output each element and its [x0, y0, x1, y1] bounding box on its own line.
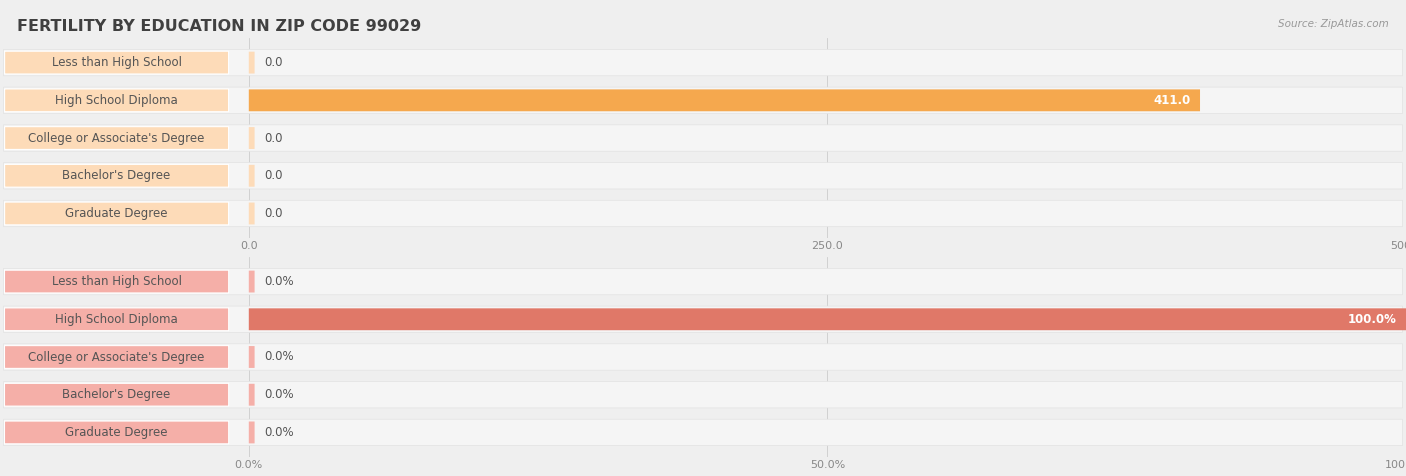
Text: College or Associate's Degree: College or Associate's Degree	[28, 131, 205, 145]
FancyBboxPatch shape	[3, 344, 1403, 370]
Text: Less than High School: Less than High School	[52, 275, 181, 288]
Text: College or Associate's Degree: College or Associate's Degree	[28, 350, 205, 364]
Text: FERTILITY BY EDUCATION IN ZIP CODE 99029: FERTILITY BY EDUCATION IN ZIP CODE 99029	[17, 19, 422, 34]
FancyBboxPatch shape	[3, 419, 1403, 446]
FancyBboxPatch shape	[3, 200, 1403, 227]
Text: 0.0%: 0.0%	[264, 350, 294, 364]
Text: 0.0%: 0.0%	[264, 275, 294, 288]
Text: 0.0: 0.0	[264, 169, 283, 182]
FancyBboxPatch shape	[3, 268, 1403, 295]
Text: Source: ZipAtlas.com: Source: ZipAtlas.com	[1278, 19, 1389, 29]
Text: Graduate Degree: Graduate Degree	[65, 426, 167, 439]
Text: Graduate Degree: Graduate Degree	[65, 207, 167, 220]
FancyBboxPatch shape	[4, 89, 229, 112]
FancyBboxPatch shape	[3, 125, 1403, 151]
FancyBboxPatch shape	[249, 52, 254, 73]
FancyBboxPatch shape	[249, 203, 254, 224]
FancyBboxPatch shape	[249, 422, 254, 443]
Text: 0.0%: 0.0%	[264, 388, 294, 401]
FancyBboxPatch shape	[4, 383, 229, 406]
Text: 0.0: 0.0	[264, 131, 283, 145]
FancyBboxPatch shape	[249, 384, 254, 406]
FancyBboxPatch shape	[249, 346, 254, 368]
FancyBboxPatch shape	[3, 382, 1403, 408]
Text: Bachelor's Degree: Bachelor's Degree	[62, 388, 170, 401]
Text: Bachelor's Degree: Bachelor's Degree	[62, 169, 170, 182]
FancyBboxPatch shape	[4, 164, 229, 187]
FancyBboxPatch shape	[249, 308, 1406, 330]
FancyBboxPatch shape	[3, 306, 1403, 332]
FancyBboxPatch shape	[4, 202, 229, 225]
FancyBboxPatch shape	[249, 127, 254, 149]
Text: 0.0%: 0.0%	[264, 426, 294, 439]
Text: High School Diploma: High School Diploma	[55, 313, 179, 326]
FancyBboxPatch shape	[249, 165, 254, 187]
Text: 0.0: 0.0	[264, 56, 283, 69]
FancyBboxPatch shape	[4, 51, 229, 74]
FancyBboxPatch shape	[3, 163, 1403, 189]
FancyBboxPatch shape	[4, 127, 229, 149]
Text: 100.0%: 100.0%	[1348, 313, 1396, 326]
FancyBboxPatch shape	[4, 421, 229, 444]
FancyBboxPatch shape	[4, 346, 229, 368]
FancyBboxPatch shape	[3, 87, 1403, 113]
FancyBboxPatch shape	[4, 270, 229, 293]
FancyBboxPatch shape	[249, 89, 1199, 111]
FancyBboxPatch shape	[4, 308, 229, 331]
Text: High School Diploma: High School Diploma	[55, 94, 179, 107]
Text: Less than High School: Less than High School	[52, 56, 181, 69]
Text: 411.0: 411.0	[1153, 94, 1191, 107]
Text: 0.0: 0.0	[264, 207, 283, 220]
FancyBboxPatch shape	[3, 50, 1403, 76]
FancyBboxPatch shape	[249, 271, 254, 292]
